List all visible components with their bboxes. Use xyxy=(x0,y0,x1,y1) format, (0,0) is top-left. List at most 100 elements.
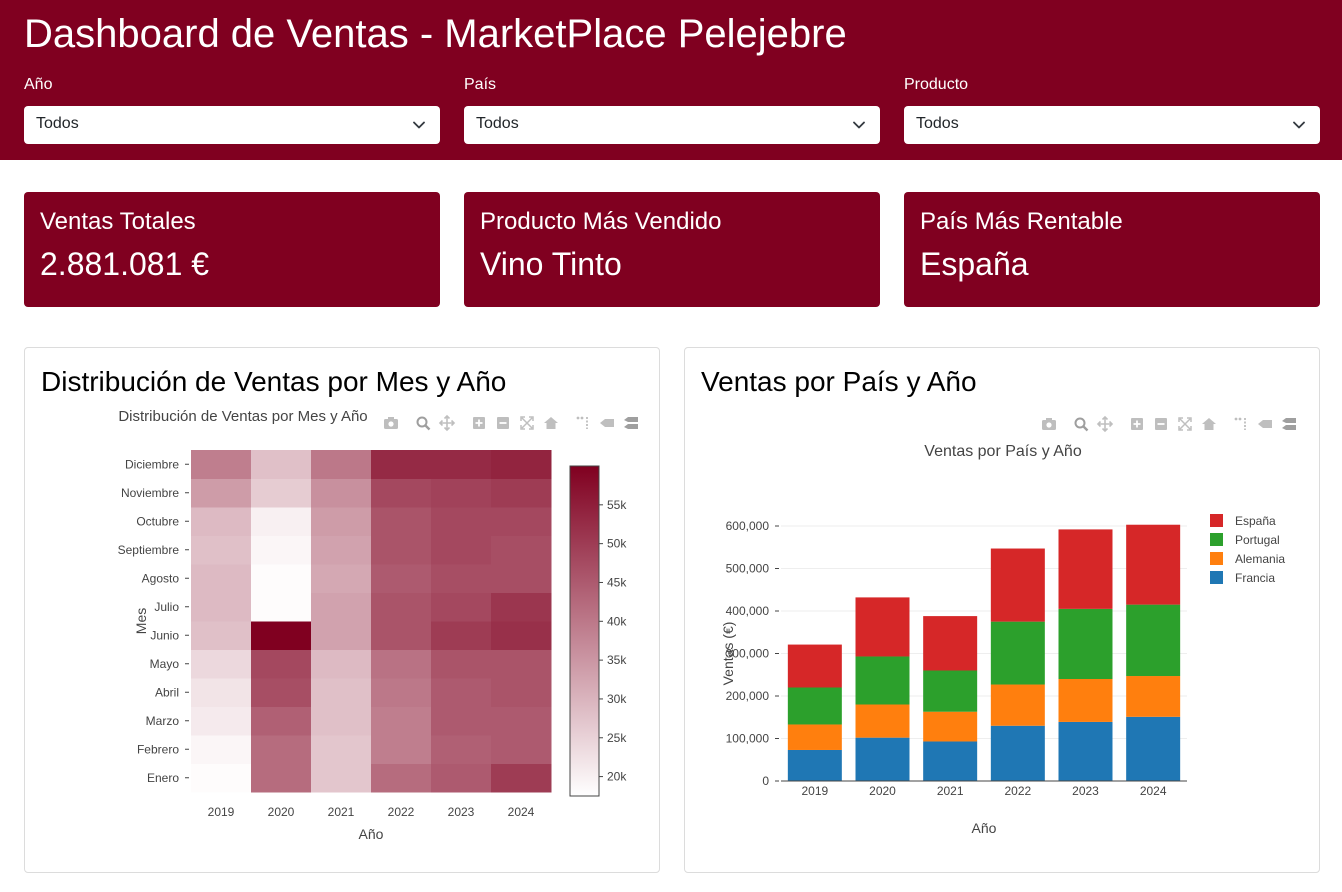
bar-segment-alemania[interactable] xyxy=(1058,679,1113,722)
heatmap-cell[interactable] xyxy=(491,564,552,593)
heatmap-cell[interactable] xyxy=(431,649,492,679)
heatmap-cell[interactable] xyxy=(491,763,552,793)
legend-swatch[interactable] xyxy=(1210,514,1223,527)
heatmap-cell[interactable] xyxy=(431,450,492,479)
bar-segment-portugal[interactable] xyxy=(923,670,978,712)
heatmap-cell[interactable] xyxy=(311,535,372,565)
heatmap-cell[interactable] xyxy=(371,450,432,479)
hover-compare-icon[interactable] xyxy=(1282,418,1296,430)
legend-swatch[interactable] xyxy=(1210,571,1223,584)
heatmap-cell[interactable] xyxy=(251,535,312,565)
legend-label[interactable]: Alemania xyxy=(1235,552,1285,566)
heatmap-cell[interactable] xyxy=(311,507,372,536)
bar-segment-portugal[interactable] xyxy=(1126,604,1181,677)
heatmap-cell[interactable] xyxy=(491,535,552,565)
bar-segment-alemania[interactable] xyxy=(855,704,910,738)
bar-segment-españa[interactable] xyxy=(923,616,978,671)
heatmap-cell[interactable] xyxy=(431,592,492,622)
camera-icon[interactable] xyxy=(384,417,398,429)
legend-label[interactable]: Portugal xyxy=(1235,533,1280,547)
heatmap-cell[interactable] xyxy=(191,535,252,565)
heatmap-cell[interactable] xyxy=(311,706,372,736)
heatmap-cell[interactable] xyxy=(251,678,312,707)
zoom-icon[interactable] xyxy=(416,416,431,431)
heatmap-cell[interactable] xyxy=(371,763,432,793)
heatmap-cell[interactable] xyxy=(251,450,312,479)
heatmap-cell[interactable] xyxy=(191,735,252,764)
zoom-out-icon[interactable] xyxy=(497,417,509,429)
country-select[interactable]: Todos xyxy=(464,106,880,144)
bar-segment-francia[interactable] xyxy=(1126,716,1181,781)
heatmap-cell[interactable] xyxy=(311,678,372,707)
bar-segment-alemania[interactable] xyxy=(990,684,1045,726)
heatmap-cell[interactable] xyxy=(191,763,252,793)
heatmap-cell[interactable] xyxy=(431,621,492,650)
zoom-in-icon[interactable] xyxy=(1131,418,1143,430)
heatmap-cell[interactable] xyxy=(371,678,432,707)
bar-segment-alemania[interactable] xyxy=(1126,676,1181,717)
home-icon[interactable] xyxy=(544,417,558,429)
spike-lines-icon[interactable] xyxy=(1234,417,1246,430)
bar-segment-españa[interactable] xyxy=(855,597,910,657)
heatmap-cell[interactable] xyxy=(491,592,552,622)
heatmap-cell[interactable] xyxy=(491,706,552,736)
heatmap-cell[interactable] xyxy=(431,678,492,707)
heatmap-cell[interactable] xyxy=(491,678,552,707)
hover-compare-icon[interactable] xyxy=(624,417,638,429)
heatmap-cell[interactable] xyxy=(431,535,492,565)
bar-segment-francia[interactable] xyxy=(787,749,842,781)
heatmap-cell[interactable] xyxy=(491,621,552,650)
heatmap-cell[interactable] xyxy=(491,649,552,679)
year-select[interactable]: Todos xyxy=(24,106,440,144)
bar-segment-españa[interactable] xyxy=(1058,529,1113,609)
heatmap-cell[interactable] xyxy=(191,621,252,650)
spike-lines-icon[interactable] xyxy=(576,416,588,429)
heatmap-cell[interactable] xyxy=(431,478,492,508)
heatmap-cell[interactable] xyxy=(311,735,372,764)
heatmap-cell[interactable] xyxy=(431,763,492,793)
heatmap-cell[interactable] xyxy=(431,564,492,593)
heatmap-cell[interactable] xyxy=(191,507,252,536)
heatmap-cell[interactable] xyxy=(191,450,252,479)
heatmap-cell[interactable] xyxy=(251,592,312,622)
heatmap-cell[interactable] xyxy=(311,649,372,679)
heatmap-cell[interactable] xyxy=(191,592,252,622)
heatmap-cell[interactable] xyxy=(431,735,492,764)
home-icon[interactable] xyxy=(1202,418,1216,430)
heatmap-cell[interactable] xyxy=(191,649,252,679)
heatmap-cell[interactable] xyxy=(371,706,432,736)
heatmap-cell[interactable] xyxy=(431,507,492,536)
heatmap-cell[interactable] xyxy=(491,450,552,479)
heatmap-cell[interactable] xyxy=(191,678,252,707)
camera-icon[interactable] xyxy=(1042,418,1056,430)
heatmap-cell[interactable] xyxy=(491,507,552,536)
heatmap-cell[interactable] xyxy=(251,649,312,679)
heatmap-cell[interactable] xyxy=(191,478,252,508)
bar-segment-francia[interactable] xyxy=(1058,721,1113,781)
heatmap-cell[interactable] xyxy=(251,478,312,508)
legend-swatch[interactable] xyxy=(1210,552,1223,565)
product-select[interactable]: Todos xyxy=(904,106,1320,144)
heatmap-cell[interactable] xyxy=(371,621,432,650)
bar-segment-francia[interactable] xyxy=(855,737,910,781)
heatmap-cell[interactable] xyxy=(251,507,312,536)
pan-icon[interactable] xyxy=(438,414,456,432)
autoscale-icon[interactable] xyxy=(1178,417,1192,431)
pan-icon[interactable] xyxy=(1096,415,1114,433)
heatmap-chart[interactable]: Distribución de Ventas por Mes y Año Ener… xyxy=(25,402,659,872)
hover-closest-icon[interactable] xyxy=(600,419,614,427)
hover-closest-icon[interactable] xyxy=(1258,420,1272,428)
bar-segment-portugal[interactable] xyxy=(787,687,842,725)
heatmap-cell[interactable] xyxy=(311,564,372,593)
bar-segment-francia[interactable] xyxy=(990,725,1045,781)
bar-chart[interactable]: Ventas por País y Año 0 100,000 200,000 300,… xyxy=(685,402,1319,872)
heatmap-cell[interactable] xyxy=(311,450,372,479)
heatmap-cell[interactable] xyxy=(371,564,432,593)
legend-label[interactable]: España xyxy=(1235,514,1276,528)
heatmap-cell[interactable] xyxy=(311,763,372,793)
heatmap-cell[interactable] xyxy=(311,621,372,650)
heatmap-cell[interactable] xyxy=(191,706,252,736)
heatmap-cell[interactable] xyxy=(251,735,312,764)
zoom-out-icon[interactable] xyxy=(1155,418,1167,430)
heatmap-cell[interactable] xyxy=(191,564,252,593)
